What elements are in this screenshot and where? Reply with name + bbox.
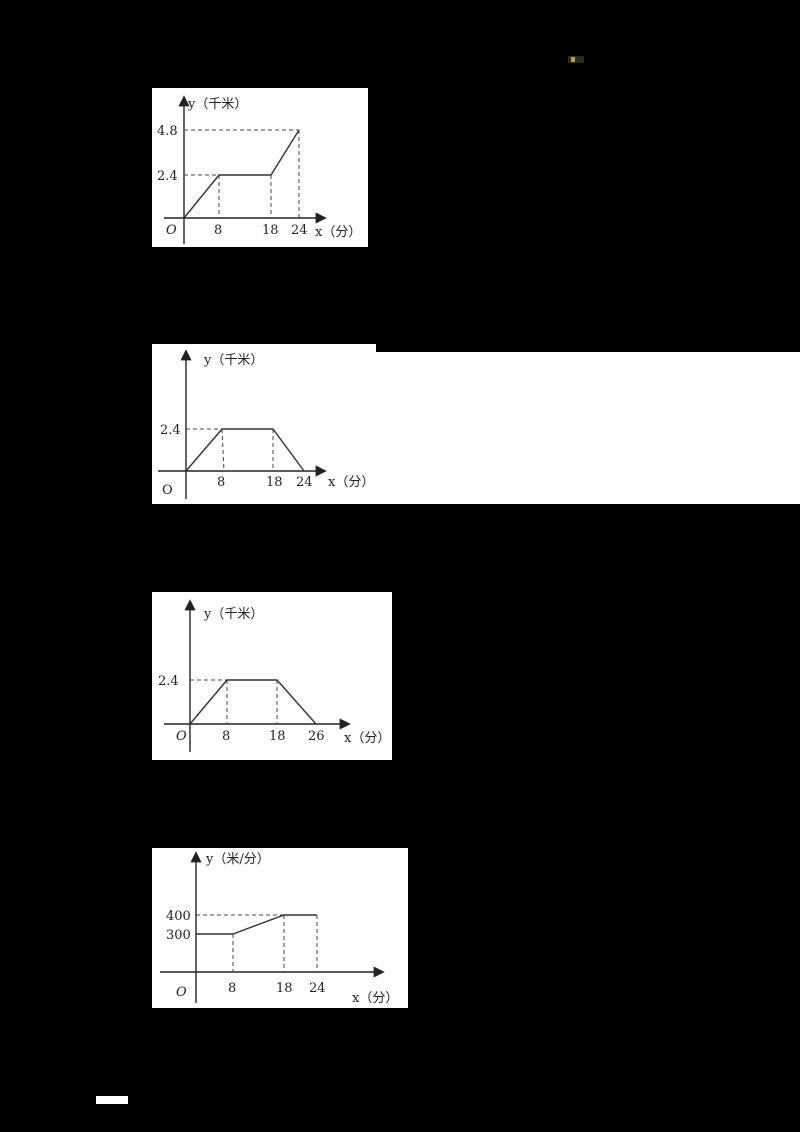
x-tick-18: 18: [266, 475, 283, 490]
chart-1-graph: y（千米） 4.8 2.4 O 8 18 24 x（分）: [157, 95, 361, 244]
x-tick-8: 8: [217, 475, 225, 490]
artifact-dot: [571, 57, 575, 62]
x-tick-24: 24: [309, 981, 326, 996]
x-tick-8: 8: [228, 981, 236, 996]
x-axis-label: x（分）: [344, 731, 390, 746]
y-axis-label: y（米/分）: [205, 852, 270, 867]
chart-4-line: [196, 914, 317, 935]
x-tick-18: 18: [276, 981, 293, 996]
x-tick-8: 8: [214, 223, 222, 238]
x-axis-label: x（分）: [328, 475, 374, 490]
origin-label: O: [176, 729, 187, 744]
y-tick-300: 300: [166, 928, 191, 943]
scan-artifact-mark: [568, 56, 584, 63]
origin-label: O: [176, 985, 187, 1000]
x-tick-24: 24: [296, 475, 313, 490]
chart-2-panel: y（千米） 2.4 O 8 18 24 x（分）: [152, 344, 376, 504]
y-axis-label: y（千米）: [203, 353, 263, 368]
origin-label: O: [162, 483, 173, 498]
chart-2-graph: y（千米） 2.4 O 8 18 24 x（分）: [158, 349, 374, 499]
chart-3-line: [189, 679, 317, 725]
x-tick-8: 8: [222, 729, 230, 744]
chart-4-panel: y（米/分） 400 300 O 8 18 24 x（分）: [152, 848, 408, 1008]
footer-bar: [96, 1096, 128, 1104]
chart-3-panel: y（千米） 2.4 O 8 18 26 x（分）: [152, 592, 392, 760]
y-axis-label: y（千米）: [203, 607, 263, 622]
chart-2-line: [185, 428, 305, 472]
y-tick-2-4: 2.4: [158, 674, 179, 689]
y-tick-2-4: 2.4: [157, 169, 178, 184]
chart-1-line: [183, 129, 300, 219]
x-axis-label: x（分）: [352, 991, 398, 1006]
y-tick-400: 400: [166, 909, 191, 924]
x-axis-label: x（分）: [315, 225, 361, 240]
x-tick-18: 18: [262, 223, 279, 238]
origin-label: O: [166, 223, 177, 238]
chart-3-graph: y（千米） 2.4 O 8 18 26 x（分）: [158, 599, 390, 752]
chart-1-panel: y（千米） 4.8 2.4 O 8 18 24 x（分）: [152, 88, 368, 247]
x-tick-18: 18: [269, 729, 286, 744]
x-tick-24: 24: [291, 223, 308, 238]
y-tick-4-8: 4.8: [157, 124, 178, 139]
y-tick-2-4: 2.4: [160, 423, 181, 438]
chart-2-extension: [376, 352, 800, 504]
y-axis-label: y（千米）: [187, 97, 247, 112]
x-tick-26: 26: [308, 729, 325, 744]
chart-4-graph: y（米/分） 400 300 O 8 18 24 x（分）: [160, 851, 398, 1006]
